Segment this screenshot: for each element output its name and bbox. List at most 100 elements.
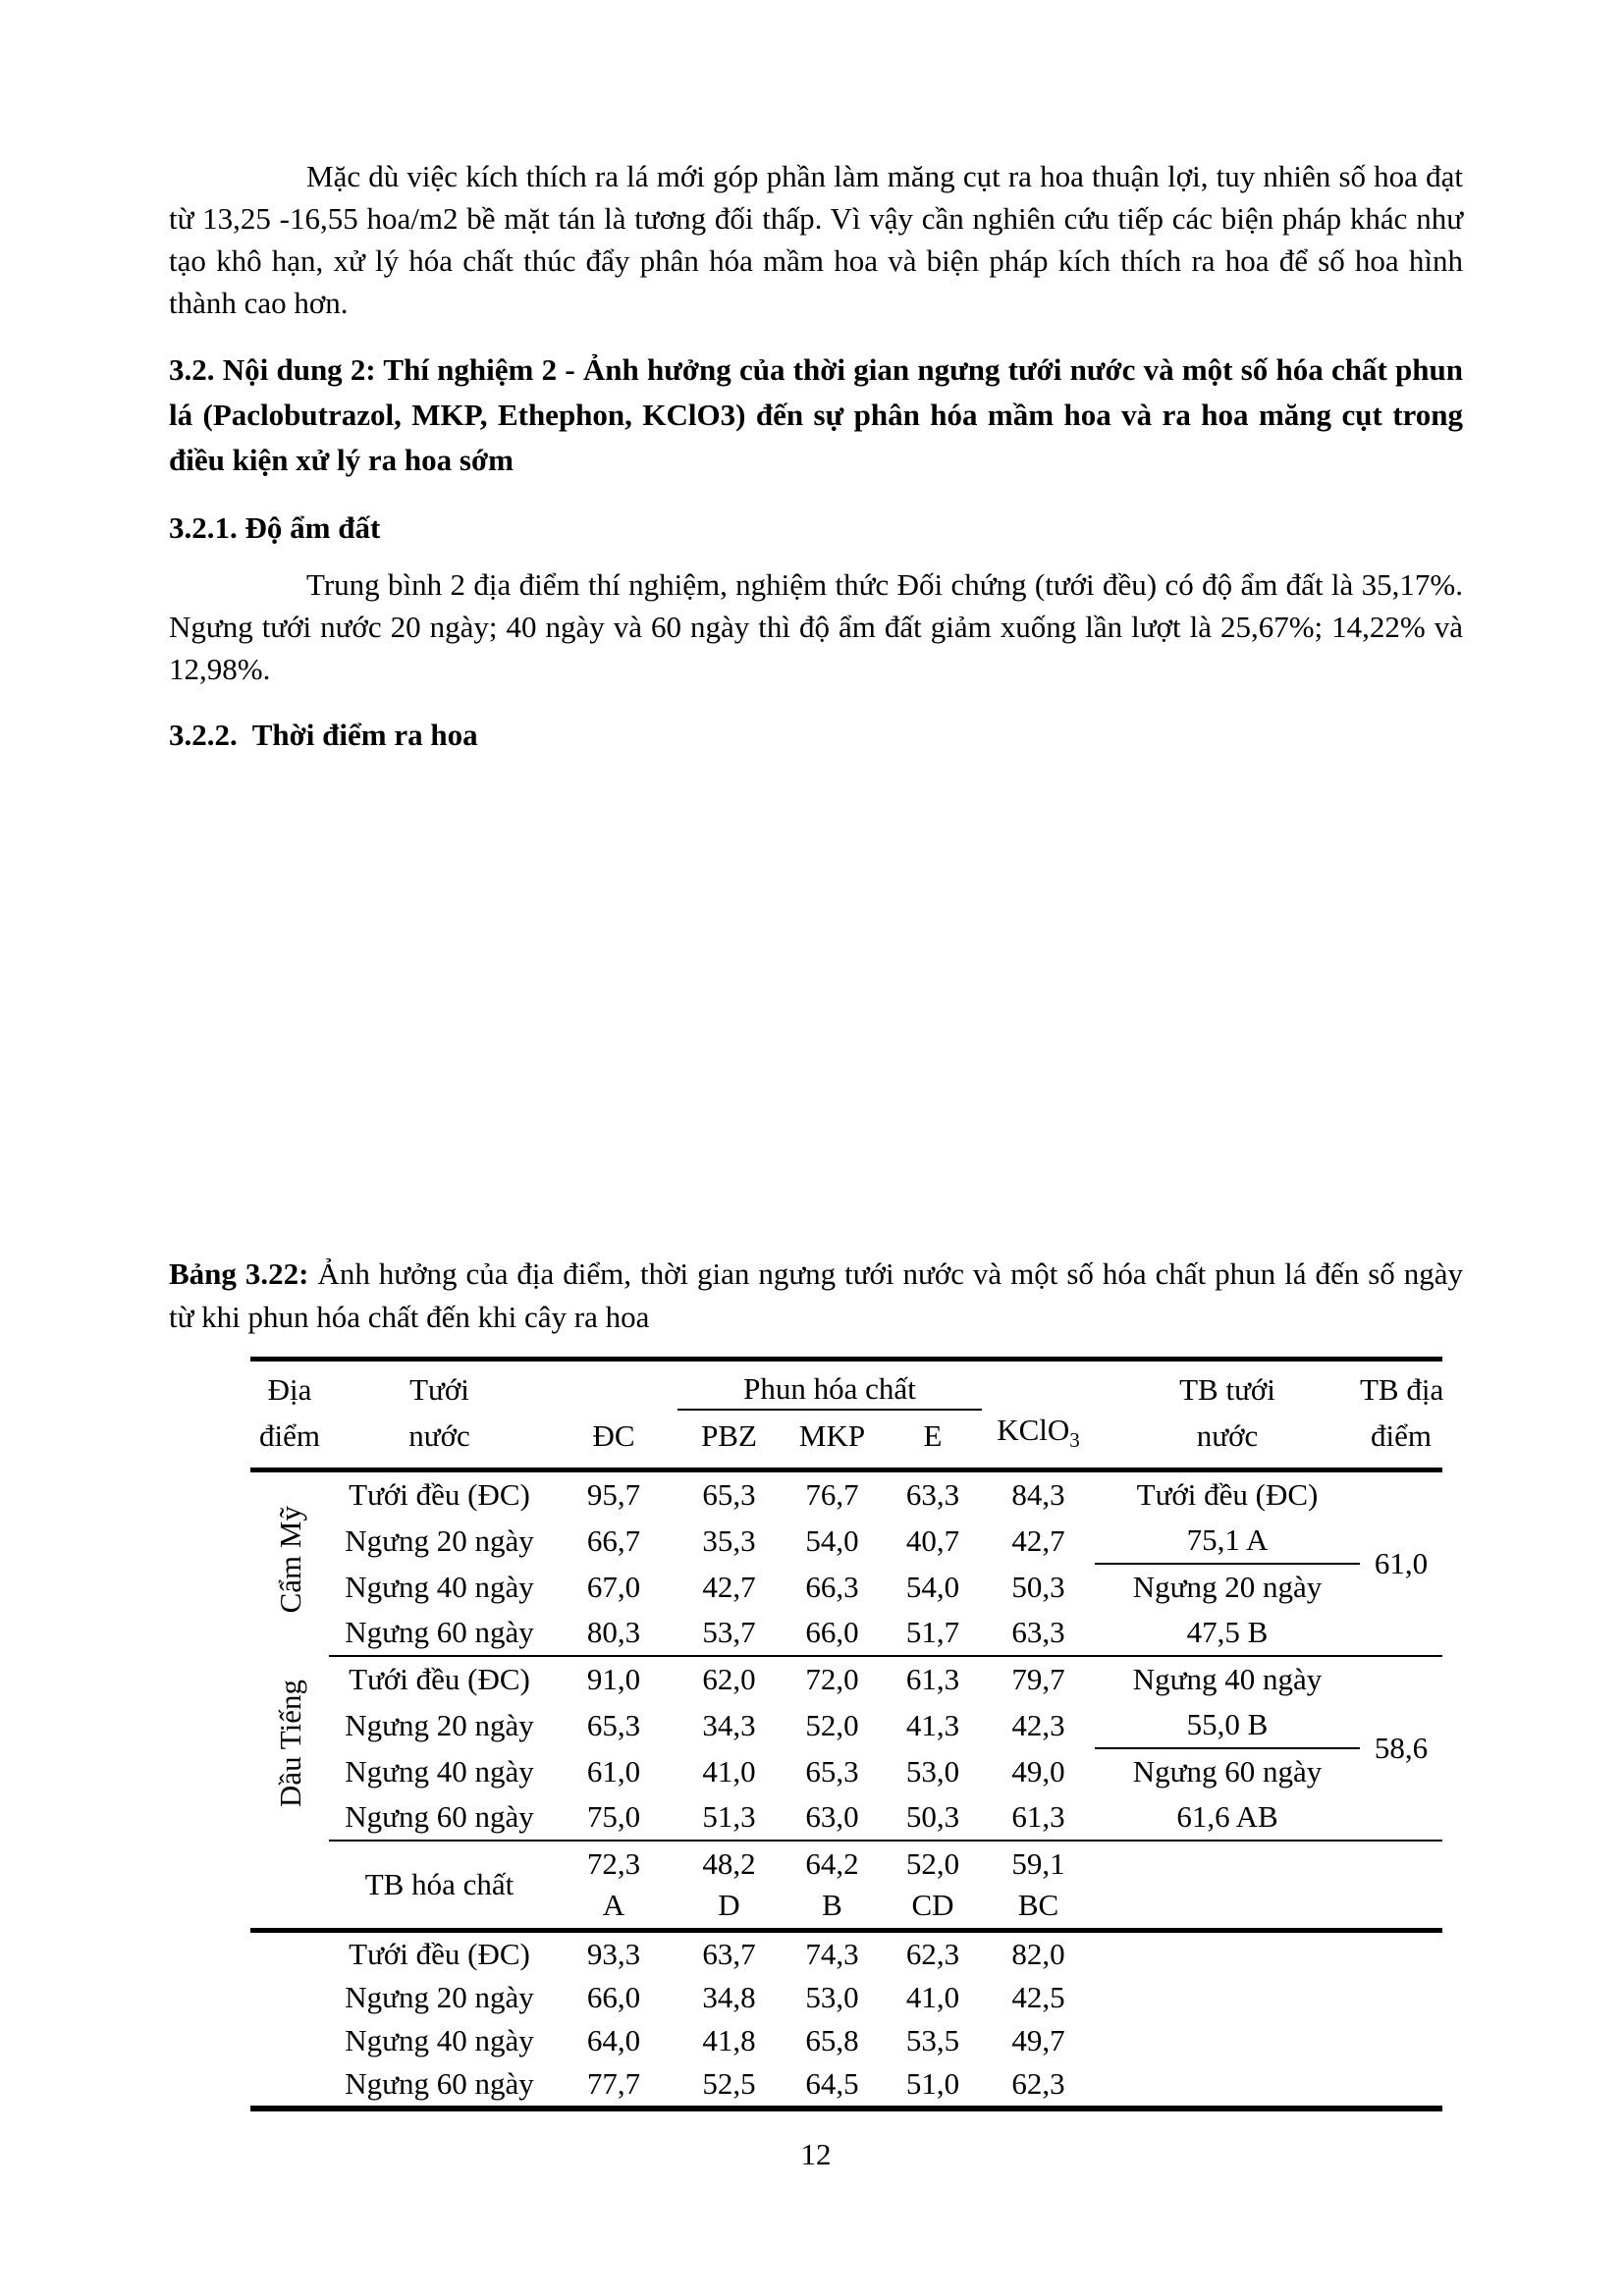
empty-cell: [250, 2062, 329, 2111]
tb-dia-diem-cell: 58,6: [1360, 1656, 1442, 1842]
empty-cell: [1360, 1931, 1442, 1977]
page-number: 12: [800, 2137, 832, 2171]
empty-cell: [1360, 2019, 1442, 2062]
value-cell: 49,0: [1011, 1753, 1065, 1789]
section-heading-3-2: 3.2. Nội dung 2: Thí nghiệm 2 - Ảnh hưởn…: [169, 352, 1463, 477]
value-cell: 54,0: [905, 1569, 960, 1604]
blank-area: [169, 757, 1463, 1253]
row-label-cell: Tưới đều (ĐC): [349, 1937, 530, 1971]
value-cell: 67,0: [586, 1569, 641, 1604]
value-cell: 41,0: [905, 1980, 960, 2014]
value-cell: 53,0: [805, 1980, 859, 2014]
empty-cell: [1360, 1976, 1442, 2019]
tb-tuoi-cell: 47,5 B: [1095, 1610, 1360, 1657]
row-label-cell: Ngưng 40 ngày: [345, 1569, 534, 1604]
empty-cell: [1095, 2019, 1360, 2062]
table-header-row-1: Địa Tưới Phun hóa chất TB tưới TB địa: [250, 1357, 1443, 1411]
value-cell: 61,3: [905, 1662, 960, 1696]
table-row: Ngưng 60 ngày 75,0 51,3 63,0 50,3 61,3 6…: [250, 1794, 1442, 1842]
paragraph-soil-moisture: Trung bình 2 địa điểm thí nghiệm, nghiệm…: [169, 567, 1463, 686]
value-cell: 61,0: [586, 1753, 641, 1789]
table-header-row-2: điểm nước ĐC PBZ MKP E KClO3 nước điểm: [250, 1410, 1442, 1472]
tb-dia-diem-cell: 61,0: [1360, 1469, 1442, 1657]
value-cell: 52,5: [677, 2062, 781, 2111]
value-cell: 63,3: [905, 1477, 960, 1512]
header-tb-dia-line2: điểm: [1360, 1410, 1442, 1472]
value-cell: 48,2 D: [677, 1841, 781, 1933]
value-cell: 82,0: [1011, 1937, 1065, 1971]
value-cell: 42,5: [1011, 1980, 1065, 2014]
table-row: Ngưng 40 ngày 61,0 41,0 65,3 53,0 49,0 N…: [250, 1748, 1442, 1794]
value-cell: 66,0: [586, 1980, 641, 2014]
value-cell: 42,7: [1011, 1522, 1065, 1558]
value-cell: 52,0: [805, 1707, 859, 1742]
empty-cell: [1360, 1841, 1442, 1933]
header-tb-tuoi-line1: TB tưới: [1095, 1357, 1360, 1410]
value-cell: 61,3: [982, 1794, 1095, 1842]
table-row: Ngưng 20 ngày 66,0 34,8 53,0 41,0 42,5: [250, 1976, 1442, 2019]
row-label-cell: Ngưng 20 ngày: [345, 1980, 534, 2014]
header-mkp: MKP: [781, 1410, 884, 1472]
value-cell: 62,0: [702, 1662, 756, 1696]
value-cell: 42,3: [1011, 1707, 1065, 1742]
row-label-cell: Ngưng 20 ngày: [345, 1707, 534, 1742]
location-cell-cam-my: Cẩm Mỹ: [250, 1470, 329, 1657]
tb-tuoi-cell: 75,1 A: [1095, 1518, 1360, 1565]
value-cell: 79,7: [1011, 1662, 1065, 1696]
empty-cell: [250, 1841, 329, 1933]
table-row: Cẩm Mỹ Tưới đều (ĐC) 95,7 65,3 76,7 63,3…: [250, 1469, 1442, 1657]
tb-tuoi-cell: Ngưng 20 ngày: [1132, 1570, 1323, 1604]
header-spacer-dc: [550, 1357, 677, 1410]
empty-cell: [1095, 1976, 1360, 2019]
location-label-dau-tieng: Dầu Tiếng: [272, 1679, 307, 1808]
value-cell: 95,7: [586, 1477, 641, 1512]
value-cell: 42,7: [702, 1569, 756, 1604]
header-dia-diem-line2: điểm: [250, 1410, 329, 1472]
value-cell: 53,5: [905, 2023, 960, 2057]
value-cell: 50,3: [1011, 1569, 1065, 1604]
value-cell: 76,7: [805, 1477, 859, 1512]
table-row: Ngưng 20 ngày 65,3 34,3 52,0 41,3 42,3 5…: [250, 1702, 1442, 1749]
tb-tuoi-cell: Ngưng 40 ngày: [1132, 1662, 1323, 1696]
empty-cell: [1095, 1841, 1360, 1933]
value-cell: 80,3: [550, 1610, 677, 1657]
table-3-22: Địa Tưới Phun hóa chất TB tưới TB địa đi…: [250, 1357, 1443, 2111]
header-tb-dia-line1: TB địa: [1360, 1357, 1443, 1410]
tb-value: 52,0: [905, 1846, 960, 1881]
value-cell: 34,3: [702, 1707, 756, 1742]
value-cell: 63,7: [702, 1937, 756, 1971]
row-label-cell: Ngưng 60 ngày: [329, 1610, 550, 1657]
paragraph-intro: Mặc dù việc kích thích ra lá mới góp phầ…: [169, 159, 1463, 320]
header-kclo3-subscript: 3: [1069, 1428, 1080, 1453]
value-cell: 77,7: [550, 2062, 677, 2111]
value-cell: 66,3: [805, 1569, 859, 1604]
value-cell: 63,0: [781, 1794, 884, 1842]
row-label-cell: TB hóa chất: [329, 1841, 550, 1933]
header-pbz: PBZ: [677, 1410, 781, 1472]
row-label-cell: Ngưng 40 ngày: [345, 1753, 534, 1789]
value-cell: 53,7: [677, 1610, 781, 1657]
table-caption: Bảng 3.22: Ảnh hưởng của địa điểm, thời …: [169, 1253, 1463, 1339]
value-cell: 72,0: [805, 1662, 859, 1696]
row-label-cell: Ngưng 60 ngày: [329, 1794, 550, 1842]
section-heading-3-2-2: 3.2.2. Thời điểm ra hoa: [169, 718, 478, 752]
row-label-cell: Tưới đều (ĐC): [349, 1662, 530, 1696]
empty-cell: [250, 2019, 329, 2062]
table-caption-label: Bảng 3.22:: [169, 1256, 309, 1291]
table-row: Ngưng 60 ngày 80,3 53,7 66,0 51,7 63,3 4…: [250, 1610, 1442, 1657]
value-cell: 65,3: [702, 1477, 756, 1512]
value-cell: 65,3: [586, 1707, 641, 1742]
value-cell: 64,0: [586, 2023, 641, 2057]
row-label-cell: Tưới đều (ĐC): [349, 1477, 530, 1512]
value-cell: 64,2 B: [781, 1841, 884, 1933]
value-cell: 34,8: [702, 1980, 756, 2014]
value-cell: 84,3: [1011, 1477, 1065, 1512]
value-cell: 75,0: [550, 1794, 677, 1842]
value-cell: 62,3: [982, 2062, 1095, 2111]
location-cell-dau-tieng: Dầu Tiếng: [250, 1656, 329, 1841]
significance-letter: A: [602, 1888, 625, 1922]
tb-tuoi-cell: Ngưng 60 ngày: [1132, 1754, 1323, 1789]
tb-tuoi-cell: 55,0 B: [1095, 1702, 1360, 1749]
value-cell: 41,0: [702, 1753, 756, 1789]
significance-letter: B: [822, 1888, 842, 1922]
